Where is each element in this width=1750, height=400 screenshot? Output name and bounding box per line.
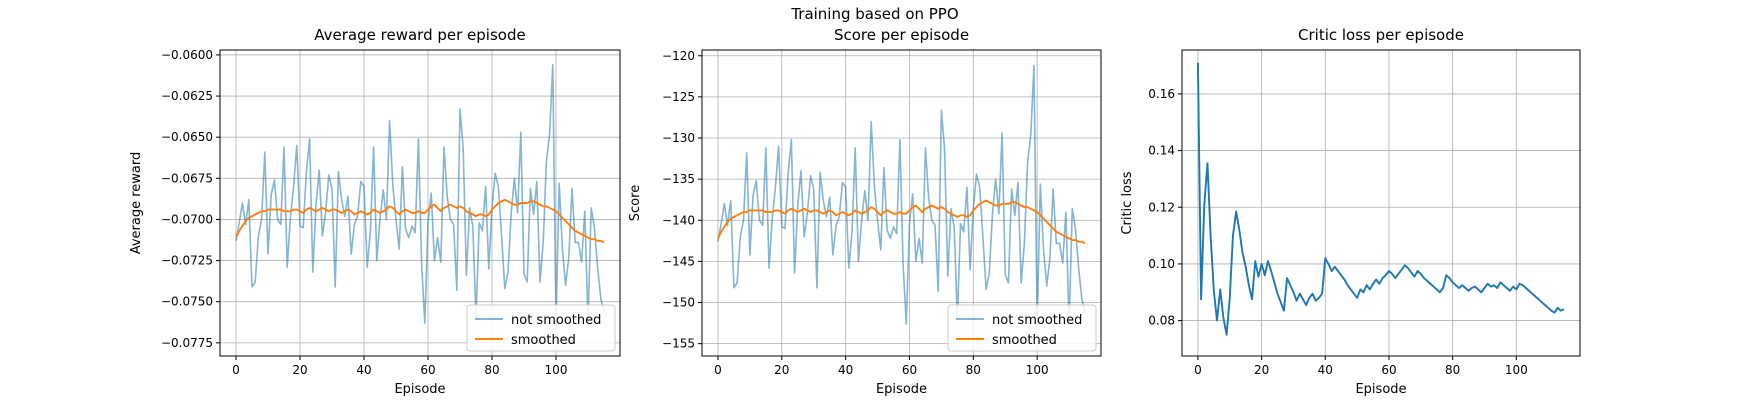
y-tick-label: −0.0725 [161,254,213,268]
plot-frame [1181,49,1581,357]
x-tick-label: 60 [420,363,435,377]
x-tick-label: 100 [1026,363,1049,377]
chart-title: Average reward per episode [314,26,525,44]
y-tick-label: −0.0625 [161,89,213,103]
x-tick-label: 80 [1445,363,1460,377]
x-tick-label: 100 [1505,363,1528,377]
x-tick-label: 40 [1318,363,1333,377]
plot-frame [219,49,621,357]
y-tick-label: −0.0675 [161,171,213,185]
figure-suptitle: Training based on PPO [791,5,959,23]
x-tick-label: 80 [484,363,499,377]
y-tick-label: −0.0775 [161,336,213,350]
y-tick-label: 0.14 [1148,144,1175,158]
y-tick-label: 0.08 [1148,314,1175,328]
y-tick-label: 0.10 [1148,257,1175,271]
y-tick-label: 0.12 [1148,200,1175,214]
x-tick-label: 100 [545,363,568,377]
y-tick-label: −125 [662,90,695,104]
y-tick-label: −140 [662,213,695,227]
y-tick-label: −120 [662,49,695,63]
series-line-critic-loss [1196,62,1565,336]
legend-box [947,304,1097,352]
legend-label: smoothed [992,333,1057,348]
series-line-smoothed [235,198,605,244]
y-tick-label: −0.0700 [161,212,213,226]
y-tick-label: −0.0750 [161,295,213,309]
x-tick-label: 20 [774,363,789,377]
y-axis-label: Critic loss [1120,171,1135,234]
x-tick-label: 0 [1194,363,1202,377]
y-tick-label: 0.16 [1148,87,1175,101]
x-tick-label: 60 [1381,363,1396,377]
x-tick-label: 80 [966,363,981,377]
y-axis-label: Score [628,185,643,221]
series-line-not-smoothed [235,64,605,324]
y-tick-label: −0.0600 [161,48,213,62]
x-tick-label: 40 [356,363,371,377]
x-tick-label: 40 [838,363,853,377]
legend-label: not smoothed [992,313,1082,328]
legend-label: not smoothed [511,313,601,328]
y-tick-label: −0.0650 [161,130,213,144]
x-axis-label: Episode [1355,382,1406,397]
y-tick-label: −135 [662,172,695,186]
y-tick-label: −155 [662,337,695,351]
x-tick-label: 0 [232,363,240,377]
y-tick-label: −145 [662,254,695,268]
legend-label: smoothed [511,333,576,348]
x-axis-label: Episode [394,382,445,397]
series-line-smoothed [717,199,1086,245]
y-axis-label: Average reward [129,152,144,255]
y-tick-label: −150 [662,296,695,310]
x-tick-label: 20 [1254,363,1269,377]
series-line-not-smoothed [717,64,1086,325]
x-tick-label: 60 [902,363,917,377]
legend-box [466,304,616,352]
x-tick-label: 0 [714,363,722,377]
chart-title: Score per episode [834,26,969,44]
x-axis-label: Episode [876,382,927,397]
y-tick-label: −130 [662,131,695,145]
chart-title: Critic loss per episode [1298,26,1464,44]
x-tick-label: 20 [292,363,307,377]
plot-frame [701,49,1102,357]
